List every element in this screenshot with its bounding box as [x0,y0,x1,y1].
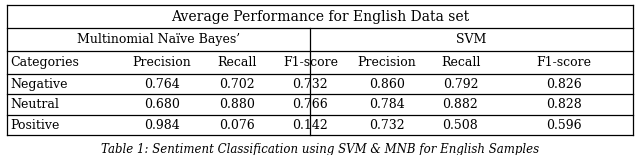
Text: 0.792: 0.792 [443,78,478,91]
Text: 0.784: 0.784 [369,98,405,111]
Text: F1-score: F1-score [537,56,592,69]
Text: Table 1: Sentiment Classification using SVM & MNB for English Samples: Table 1: Sentiment Classification using … [101,143,539,155]
Text: 0.984: 0.984 [144,119,180,132]
Text: F1-score: F1-score [283,56,338,69]
Text: 0.076: 0.076 [219,119,255,132]
Text: Positive: Positive [10,119,60,132]
Text: 0.764: 0.764 [144,78,180,91]
Text: 0.732: 0.732 [292,78,328,91]
Text: Recall: Recall [218,56,257,69]
Text: 0.732: 0.732 [369,119,405,132]
Text: SVM: SVM [456,33,487,46]
Text: 0.826: 0.826 [547,78,582,91]
Text: Categories: Categories [10,56,79,69]
Text: 0.702: 0.702 [219,78,255,91]
Text: 0.680: 0.680 [144,98,180,111]
Text: 0.508: 0.508 [443,119,478,132]
Text: Average Performance for English Data set: Average Performance for English Data set [171,10,469,24]
Text: Multinomial Naïve Bayes’: Multinomial Naïve Bayes’ [77,33,240,46]
Text: Neutral: Neutral [10,98,59,111]
Text: 0.828: 0.828 [547,98,582,111]
Text: 0.882: 0.882 [443,98,478,111]
Text: Recall: Recall [441,56,480,69]
Text: Precision: Precision [132,56,191,69]
Text: 0.596: 0.596 [547,119,582,132]
Text: 0.142: 0.142 [292,119,328,132]
Text: Negative: Negative [10,78,68,91]
Text: 0.880: 0.880 [219,98,255,111]
Text: 0.860: 0.860 [369,78,405,91]
Text: 0.766: 0.766 [292,98,328,111]
Text: Precision: Precision [358,56,417,69]
